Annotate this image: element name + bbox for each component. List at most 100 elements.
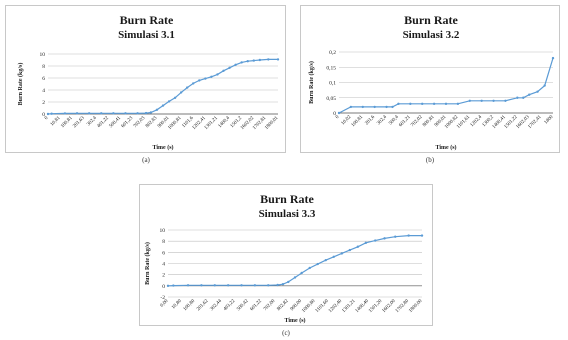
x-tick-label: 1000,81	[168, 116, 183, 131]
data-point	[316, 262, 319, 266]
y-axis-label: Burn Rate (kg/s)	[308, 61, 315, 104]
data-point	[124, 112, 127, 115]
data-point	[409, 102, 412, 106]
data-point	[444, 102, 448, 106]
data-point	[252, 59, 255, 62]
data-point	[383, 237, 386, 240]
y-tick-label: 0	[42, 112, 45, 118]
x-tick-label: 0	[335, 115, 341, 121]
chart-panel-c: Burn Rate Simulasi 3.3 -2 0 2 4 6 8 10 0,00 10,80 1…	[139, 184, 433, 326]
x-tick-label: 500,42	[236, 299, 250, 313]
data-point	[373, 105, 376, 109]
data-point	[100, 112, 103, 115]
data-point	[155, 108, 159, 112]
data-point	[522, 96, 525, 99]
x-axis-label: Time (s)	[284, 317, 305, 324]
x-tick-label: 0,00	[160, 299, 170, 309]
data-point	[258, 58, 262, 62]
caption-c: (c)	[282, 329, 290, 337]
data-point	[87, 112, 91, 115]
x-tick-label: 1602,00	[382, 299, 397, 314]
data-point	[167, 100, 171, 103]
x-tick-label: 702,00	[263, 299, 277, 313]
data-point	[144, 111, 148, 115]
data-point	[172, 284, 175, 287]
data-point	[536, 90, 539, 93]
data-point	[348, 248, 352, 252]
data-point	[253, 284, 257, 287]
x-tick-label: 601,23	[121, 116, 135, 130]
data-point	[281, 282, 285, 286]
chart-title: Burn Rate	[260, 192, 314, 206]
x-tick-label: 500,41	[109, 116, 123, 130]
x-tick-label: 0	[44, 116, 50, 122]
y-tick-label: 8	[42, 64, 45, 70]
x-tick-label: 601,22	[250, 299, 264, 313]
x-tick-label: 1202,40	[328, 299, 343, 314]
data-point	[480, 99, 483, 103]
data-point	[136, 112, 139, 115]
chart-subtitle: Simulasi 3.3	[259, 208, 316, 220]
x-tick-label: 100,81	[60, 116, 74, 130]
data-point	[149, 111, 153, 114]
data-point	[112, 112, 115, 115]
x-tick-label: 302,4	[86, 116, 98, 128]
x-tick-label: 302,44	[210, 299, 224, 313]
data-point	[374, 239, 377, 242]
data-point	[407, 234, 410, 237]
data-point	[204, 77, 207, 80]
x-tick-label: 1702,80	[395, 299, 410, 314]
x-tick-label: 601,21	[398, 115, 412, 129]
y-tick-label: 2	[162, 273, 165, 279]
y-tick-label: 8	[162, 239, 165, 245]
data-point	[300, 271, 303, 275]
x-tick-label: 1301,21	[204, 116, 219, 131]
x-tick-label: 1501,20	[368, 299, 383, 314]
y-tick-label: 0,05	[326, 96, 336, 102]
chart-panel-b: Burn Rate Simulasi 3.2 0 0,05 0,1 0,15 0,2 0 10,…	[300, 5, 560, 153]
y-tick-label: 0,1	[329, 81, 336, 87]
caption-a: (a)	[142, 156, 150, 164]
y-tick-label: 0	[162, 284, 165, 290]
data-point	[186, 86, 189, 89]
data-point	[356, 245, 360, 248]
x-tick-label: 1800,01	[264, 116, 279, 131]
data-point	[267, 58, 270, 61]
x-tick-label: 302,4	[376, 115, 388, 127]
data-point	[394, 235, 397, 238]
data-point	[213, 284, 216, 287]
data-point	[468, 99, 471, 103]
data-point	[420, 234, 424, 237]
data-point	[287, 280, 290, 284]
y-tick-label: -2	[160, 295, 165, 301]
data-point	[340, 252, 343, 255]
data-point	[551, 56, 555, 60]
x-tick-label: 500,4	[388, 115, 400, 127]
x-tick-label: 403,22	[223, 299, 237, 313]
y-tick-label: 0	[333, 111, 336, 117]
data-point	[432, 102, 436, 106]
data-point	[161, 104, 165, 107]
data-point	[166, 284, 170, 288]
data-point	[324, 258, 327, 262]
x-tick-label: 800,81	[422, 115, 436, 129]
x-tick-label: 1000,80	[301, 299, 316, 314]
data-point	[228, 66, 231, 69]
x-tick-label: 100,80	[183, 299, 197, 313]
data-point	[492, 99, 495, 103]
chart-title: Burn Rate	[404, 13, 458, 27]
x-tick-label: 1202,4	[470, 115, 484, 129]
data-point	[421, 102, 424, 106]
x-axis-label: Time (s)	[152, 144, 173, 151]
data-point	[361, 105, 364, 109]
data-point	[267, 284, 270, 287]
y-tick-label: 10	[160, 228, 166, 234]
data-point	[308, 266, 311, 270]
data-point	[210, 75, 213, 79]
x-tick-label: 1800,00	[408, 299, 423, 314]
x-tick-label: 1400,4	[218, 116, 232, 130]
y-tick-label: 0,15	[326, 65, 336, 71]
x-tick-label: 1400,40	[355, 299, 370, 314]
